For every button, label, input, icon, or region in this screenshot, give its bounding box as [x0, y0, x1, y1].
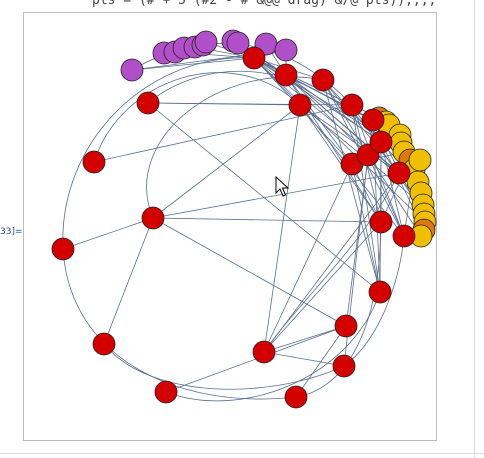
- graph-node-red[interactable]: [51, 237, 75, 261]
- graph-edge: [62, 248, 297, 400]
- graph-edge: [147, 102, 353, 106]
- graph-edge: [62, 217, 154, 250]
- graphics-frame[interactable]: [23, 12, 437, 441]
- graph-edge: [351, 163, 381, 293]
- graph-node-purple[interactable]: [274, 38, 298, 62]
- graph-node-purple[interactable]: [226, 31, 250, 55]
- graph-node-red[interactable]: [392, 224, 416, 248]
- graph-edge: [263, 221, 382, 353]
- graph-node-red[interactable]: [332, 354, 356, 378]
- graph-edge: [380, 141, 405, 237]
- graph-node-red[interactable]: [82, 150, 106, 174]
- graph-edge: [367, 154, 422, 237]
- graph-edge: [285, 74, 353, 165]
- graph-edge: [152, 172, 400, 219]
- graph-edge: [295, 221, 382, 398]
- cell-divider: [0, 453, 484, 454]
- graph-edge: [131, 57, 255, 71]
- graph-node-red[interactable]: [340, 93, 364, 117]
- graph-node-red[interactable]: [368, 280, 392, 304]
- graph-node-red[interactable]: [311, 68, 335, 92]
- graph-edge: [152, 217, 382, 223]
- graph-node-red[interactable]: [369, 210, 393, 234]
- graph-edge: [263, 351, 345, 367]
- graph-edge: [295, 325, 347, 398]
- graph-edge: [93, 104, 353, 163]
- graph-edge: [93, 72, 301, 163]
- graph-edge: [263, 163, 353, 353]
- graph-edge: [299, 104, 382, 223]
- graph-node-red[interactable]: [252, 340, 276, 364]
- graph-node-red[interactable]: [334, 314, 358, 338]
- output-cell-label: 33]=: [0, 227, 23, 237]
- graph-node-red[interactable]: [361, 108, 385, 132]
- graph-node-red[interactable]: [242, 46, 266, 70]
- graph-edge: [152, 104, 301, 219]
- graph-edge: [62, 57, 255, 250]
- graph-edge: [103, 343, 345, 390]
- cell-bracket-rule: [474, 0, 475, 458]
- graph-edge: [263, 325, 347, 353]
- graph-node-red[interactable]: [288, 93, 312, 117]
- input-code-line: pts = (# + 5 (#2 - # &@@ drag) &/@ pts))…: [92, 0, 437, 8]
- graph-edge: [263, 172, 400, 353]
- graph-node-red[interactable]: [136, 91, 160, 115]
- graph-node-red[interactable]: [284, 385, 308, 409]
- graph-node-red[interactable]: [274, 63, 298, 87]
- graph-edge: [152, 217, 347, 327]
- graph-edge: [367, 154, 405, 237]
- graph-nodes: [51, 29, 437, 409]
- graph-edge: [103, 217, 154, 345]
- graph-node-purple[interactable]: [120, 58, 144, 82]
- graph-node-red[interactable]: [92, 332, 116, 356]
- graph-edge: [263, 104, 301, 353]
- mouse-pointer-icon: [275, 175, 290, 202]
- graph-node-purple[interactable]: [194, 30, 218, 54]
- graph-edge: [343, 235, 405, 367]
- graph-node-yellow[interactable]: [408, 148, 432, 172]
- graph-edge: [165, 291, 381, 402]
- graph-node-red[interactable]: [369, 130, 393, 154]
- graph-node-red[interactable]: [387, 161, 411, 185]
- graph-node-red[interactable]: [141, 206, 165, 230]
- graph-node-red[interactable]: [154, 380, 178, 404]
